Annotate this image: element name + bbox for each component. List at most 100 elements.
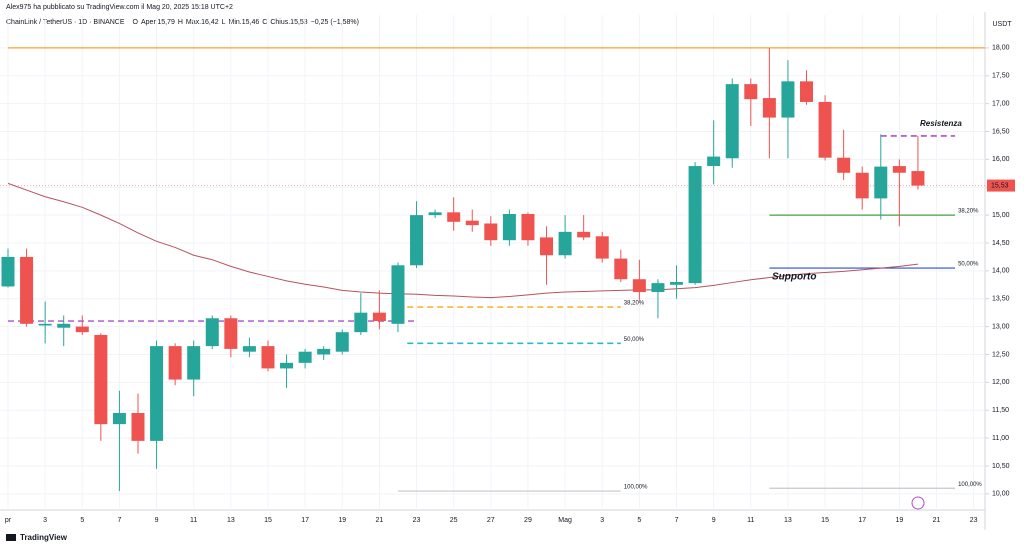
x-tick-label: 13: [227, 517, 235, 524]
candle-body: [38, 323, 52, 326]
candle-body: [428, 212, 442, 216]
candle-body: [521, 214, 535, 241]
y-unit: USDT: [992, 21, 1012, 28]
x-tick-label: 15: [821, 517, 829, 524]
y-tick-label: 18,00: [992, 45, 1010, 52]
ohlc-item: H: [178, 19, 183, 26]
level-label: 38,20%: [958, 209, 979, 215]
candle-body: [558, 231, 572, 256]
ohlc-item: Aper.15,79: [141, 19, 175, 26]
x-tick-label: 29: [524, 517, 532, 524]
candle-body: [261, 346, 275, 369]
last-price-badge: [987, 179, 1015, 192]
candle-body: [410, 215, 424, 266]
candle-body: [911, 171, 925, 186]
candle-body: [484, 223, 498, 241]
ohlc-item: O: [133, 19, 139, 26]
x-tick-label: 13: [784, 517, 792, 524]
candle-body: [781, 81, 795, 118]
x-tick-label: 19: [338, 517, 346, 524]
candle-body: [187, 346, 201, 380]
x-tick-label: 17: [858, 517, 866, 524]
candle-body: [280, 362, 294, 369]
candle-body: [465, 220, 479, 226]
y-tick-label: 16,00: [992, 156, 1010, 163]
candle-body: [75, 326, 89, 333]
candle-body: [577, 231, 591, 238]
brand-logo: [6, 534, 16, 541]
candle-body: [707, 156, 721, 167]
y-tick-label: 13,50: [992, 296, 1010, 303]
ohlc-item: Min.15,46: [229, 19, 260, 26]
x-tick-label: 25: [450, 517, 458, 524]
x-tick-label: 27: [487, 517, 495, 524]
y-tick-label: 17,50: [992, 73, 1010, 80]
x-tick-label: 9: [155, 517, 159, 524]
candle-body: [818, 101, 832, 158]
level-label: 38,20%: [624, 301, 645, 307]
x-tick-label: 5: [80, 517, 84, 524]
candle-body: [670, 282, 684, 285]
level-label: 50,00%: [958, 262, 979, 268]
candle-body: [224, 318, 238, 349]
y-tick-label: 17,00: [992, 100, 1010, 107]
annotation: Supporto: [772, 272, 816, 283]
candle-body: [614, 258, 628, 280]
ohlc-item: C: [262, 19, 267, 26]
last-price-label: 15,53: [991, 182, 1009, 189]
ohlc-item: Max.16,42: [186, 19, 219, 26]
candle-body: [20, 256, 34, 324]
x-tick-label: 21: [376, 517, 384, 524]
candle-body: [298, 351, 312, 363]
candle-body: [595, 236, 609, 259]
candle-body: [874, 166, 888, 199]
annotation: Resistenza: [920, 119, 962, 128]
y-tick-label: 15,00: [992, 212, 1010, 219]
y-tick-label: 10,00: [992, 491, 1010, 498]
x-tick-label: pr: [5, 517, 12, 524]
level-label: 100,00%: [624, 485, 648, 491]
ohlc-item: Chius.15,53: [270, 19, 307, 26]
y-tick-label: 10,50: [992, 463, 1010, 470]
x-tick-label: 7: [117, 517, 121, 524]
flash-icon[interactable]: [911, 496, 925, 510]
ohlc-legend: O Aper.15,79 H Max.16,42 L Min.15,46 C Chius.15…: [133, 19, 359, 26]
x-tick-label: 9: [712, 517, 716, 524]
candle-body: [131, 413, 145, 441]
level-label: 100,00%: [958, 482, 982, 488]
x-tick-label: 7: [675, 517, 679, 524]
candle-body: [1, 256, 15, 287]
x-tick-label: 19: [895, 517, 903, 524]
candle-body: [762, 98, 776, 118]
candle-body: [725, 84, 739, 159]
y-tick-label: 11,00: [992, 435, 1009, 442]
candle-body: [317, 348, 331, 355]
y-tick-label: 14,00: [992, 268, 1010, 275]
candle-body: [447, 212, 461, 222]
candle-body: [242, 346, 256, 352]
author-line: Alex975 ha pubblicato su TradingView.com…: [6, 4, 233, 11]
y-tick-label: 12,00: [992, 379, 1010, 386]
x-tick-label: 17: [301, 517, 309, 524]
x-tick-label: 11: [190, 517, 197, 524]
x-tick-label: 5: [637, 517, 641, 524]
candle-body: [892, 166, 906, 173]
x-tick-label: 3: [43, 517, 47, 524]
candle-body: [502, 214, 516, 241]
candle-body: [57, 323, 71, 328]
x-tick-label: 3: [600, 517, 604, 524]
x-tick-label: 11: [747, 517, 754, 524]
candle-body: [744, 84, 758, 100]
candle-body: [540, 237, 554, 256]
candle-body: [837, 157, 851, 173]
y-tick-label: 16,50: [992, 128, 1010, 135]
ma-line: [7, 182, 918, 299]
candle-body: [112, 413, 126, 425]
candle-body: [94, 334, 108, 425]
candle-body: [800, 81, 814, 102]
candle-body: [335, 332, 349, 352]
x-tick-label: 23: [413, 517, 421, 524]
y-tick-label: 13,00: [992, 323, 1010, 330]
symbol: ChainLink / TetherUS · 1D · BINANCE: [6, 19, 125, 26]
